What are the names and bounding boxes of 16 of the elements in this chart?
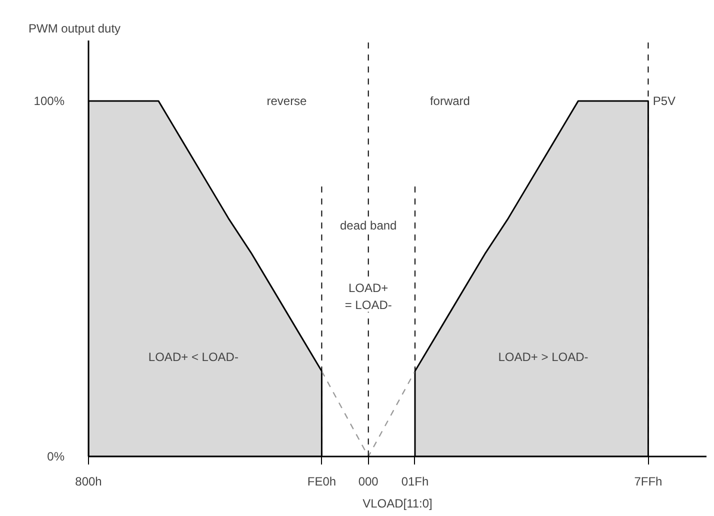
annotation: reverse (266, 94, 308, 108)
x-axis-title: VLOAD[11:0] (362, 496, 432, 510)
y-tick-label: 0% (47, 450, 65, 464)
annotation: dead band (340, 218, 397, 232)
ref-line-label: P5V (652, 94, 676, 108)
annotation: LOAD+ = LOAD- (344, 281, 392, 312)
x-tick-label: 800h (75, 474, 102, 488)
x-tick-label: FE0h (307, 474, 336, 488)
annotation: LOAD+ < LOAD- (148, 350, 238, 364)
x-tick-label: 000 (358, 474, 379, 488)
x-tick-label: 01Fh (401, 474, 429, 488)
x-tick-label: 7FFh (634, 474, 662, 488)
annotation: forward (430, 94, 470, 108)
annotation: LOAD+ > LOAD- (498, 350, 588, 364)
y-tick-label: 100% (34, 94, 65, 108)
y-axis-title: PWM output duty (28, 22, 121, 36)
